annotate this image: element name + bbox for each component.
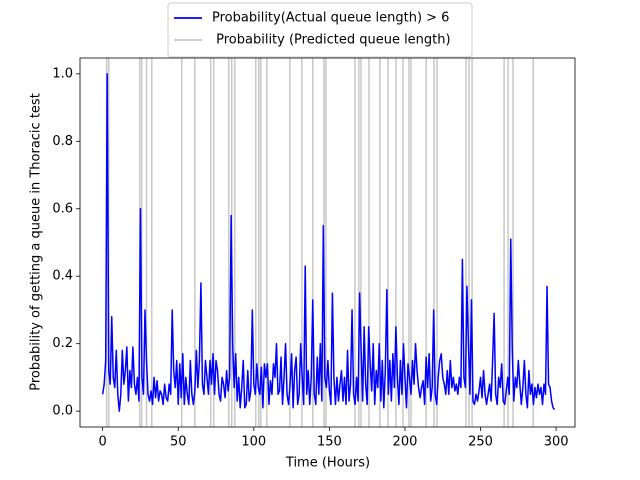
plot-frame <box>79 57 576 428</box>
y-tick-label: 0.2 <box>52 336 73 351</box>
y-tick-label: 0.4 <box>52 269 73 284</box>
x-tick-label: 150 <box>317 435 342 450</box>
x-axis-label: Time (Hours) <box>285 456 370 471</box>
y-tick-label: 0.6 <box>52 201 73 216</box>
legend-label: Probability(Actual queue length) > 6 <box>212 11 449 26</box>
legend-label: Probability (Predicted queue length) <box>212 33 451 48</box>
y-tick-label: 0.8 <box>52 134 73 149</box>
x-tick-label: 200 <box>393 435 418 450</box>
y-tick-label: 1.0 <box>52 66 73 81</box>
data-line <box>101 73 556 412</box>
legend-box <box>167 2 473 58</box>
x-tick-label: 0 <box>99 435 107 450</box>
x-tick-label: 100 <box>241 435 266 450</box>
x-tick-label: 300 <box>544 435 569 450</box>
x-tick-label: 50 <box>170 435 187 450</box>
y-tick-label: 0.0 <box>52 404 73 419</box>
x-tick-label: 250 <box>468 435 493 450</box>
y-axis-label: Probability of getting a queue in Thorac… <box>29 93 44 391</box>
